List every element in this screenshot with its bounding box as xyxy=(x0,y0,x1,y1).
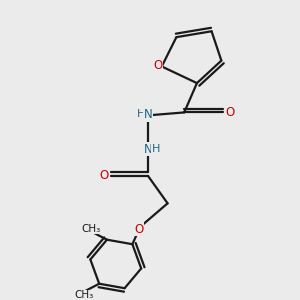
Text: CH₃: CH₃ xyxy=(82,224,101,234)
Text: O: O xyxy=(225,106,234,119)
Text: N: N xyxy=(144,108,152,121)
Text: H: H xyxy=(152,144,160,154)
Text: O: O xyxy=(100,169,109,182)
Text: H: H xyxy=(137,109,146,119)
Text: N: N xyxy=(143,143,152,156)
Text: O: O xyxy=(134,223,143,236)
Text: CH₃: CH₃ xyxy=(74,290,93,300)
Text: O: O xyxy=(154,58,163,71)
